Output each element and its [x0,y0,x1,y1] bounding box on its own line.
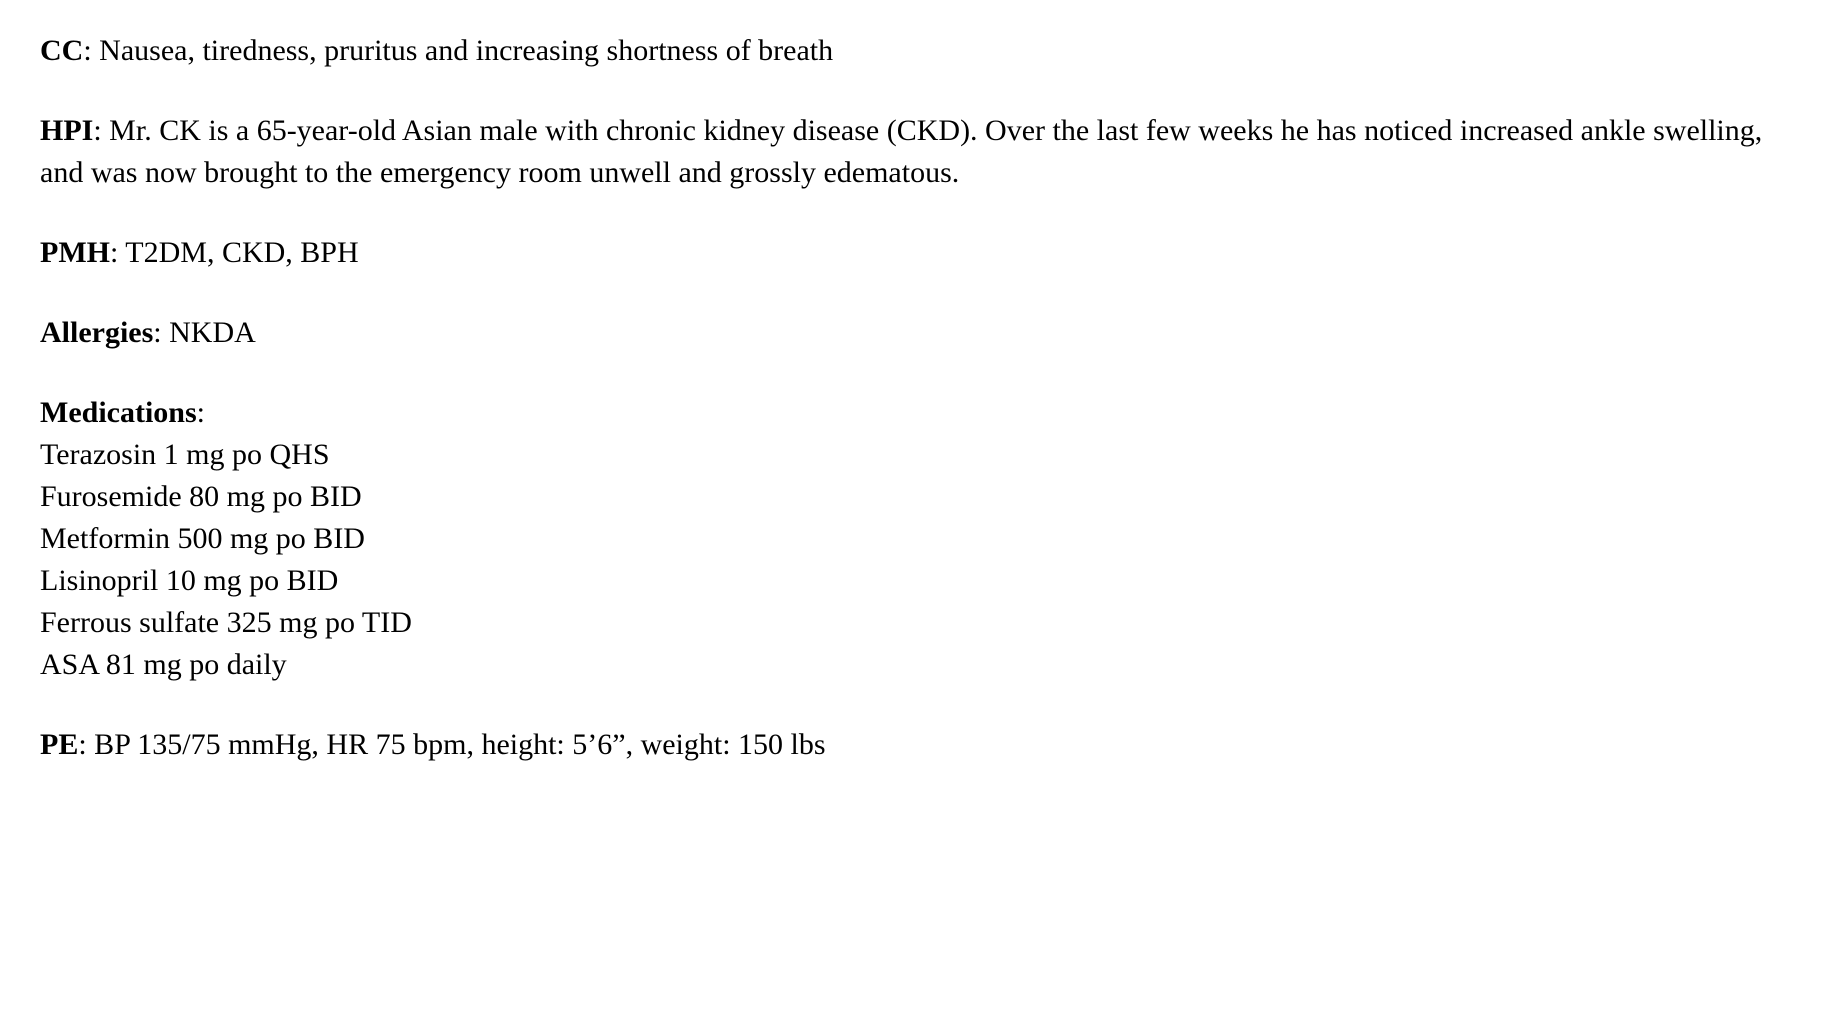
cc-section: CC: Nausea, tiredness, pruritus and incr… [40,30,1784,72]
medication-item: Metformin 500 mg po BID [40,518,1784,560]
hpi-section: HPI: Mr. CK is a 65-year-old Asian male … [40,110,1784,194]
medication-item: ASA 81 mg po daily [40,644,1784,686]
medications-label: Medications [40,396,197,429]
pmh-section: PMH: T2DM, CKD, BPH [40,232,1784,274]
medication-item: Terazosin 1 mg po QHS [40,434,1784,476]
hpi-label: HPI [40,114,93,147]
medication-item: Ferrous sulfate 325 mg po TID [40,602,1784,644]
pmh-label: PMH [40,236,110,269]
allergies-label: Allergies [40,316,153,349]
pe-text: : BP 135/75 mmHg, HR 75 bpm, height: 5’6… [78,728,825,761]
medication-item: Lisinopril 10 mg po BID [40,560,1784,602]
pe-label: PE [40,728,78,761]
allergies-text: : NKDA [153,316,256,349]
allergies-section: Allergies: NKDA [40,312,1784,354]
medications-colon: : [197,396,205,429]
pe-section: PE: BP 135/75 mmHg, HR 75 bpm, height: 5… [40,724,1784,766]
pmh-text: : T2DM, CKD, BPH [110,236,359,269]
cc-text: : Nausea, tiredness, pruritus and increa… [83,34,833,67]
hpi-text: : Mr. CK is a 65-year-old Asian male wit… [40,114,1762,189]
medications-section: Medications: Terazosin 1 mg po QHS Furos… [40,392,1784,686]
cc-label: CC [40,34,83,67]
medication-item: Furosemide 80 mg po BID [40,476,1784,518]
